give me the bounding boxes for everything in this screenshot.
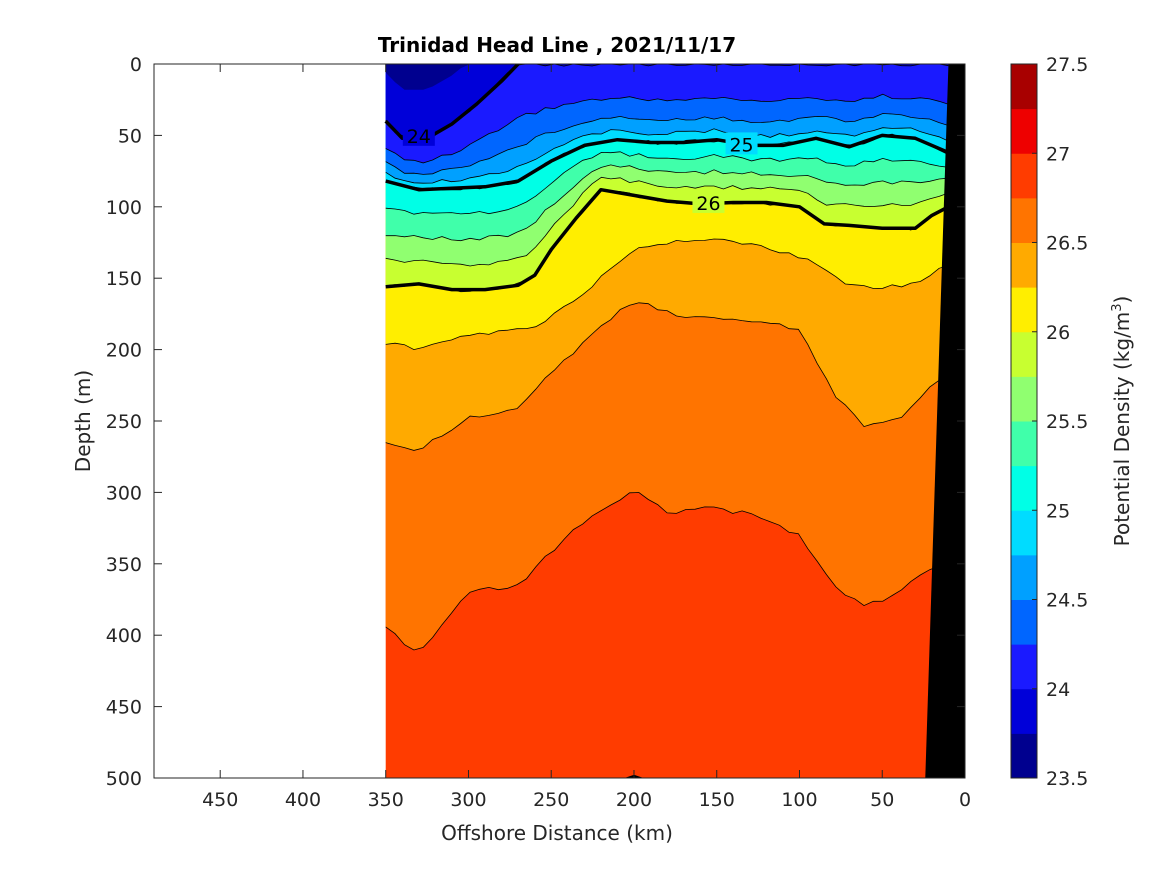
- colorbar-tick-label: 26.5: [1046, 233, 1088, 255]
- colorbar-swatch: [1011, 242, 1037, 288]
- bold-contour-1: [385, 133, 950, 192]
- contour-field: 24 25 26: [384, 64, 965, 778]
- contour-label: 25: [729, 134, 753, 156]
- contour-line: [385, 151, 949, 215]
- y-tick-label: 300: [106, 482, 142, 504]
- colorbar-tick-label: 25.5: [1046, 411, 1088, 433]
- x-tick-label: 250: [533, 789, 569, 811]
- y-tick-label: 500: [106, 768, 142, 790]
- colorbar: 23.5 24 24.5 25 25.5 26 26.5 27 27.5: [1010, 54, 1088, 790]
- contour-line: [385, 113, 949, 175]
- x-tick-label: 400: [285, 789, 321, 811]
- bold-contour-2: [385, 187, 950, 292]
- colorbar-swatch: [1011, 510, 1037, 556]
- colorbar-swatch: [1011, 153, 1037, 199]
- x-axis-label: Offshore Distance (km): [441, 821, 673, 845]
- contour-line: [385, 176, 949, 267]
- x-tick-label: 50: [870, 789, 894, 811]
- contour-label: 26: [696, 193, 720, 215]
- contour-line: [385, 302, 949, 451]
- contour-label-bg: [402, 123, 435, 146]
- colorbar-tick-label: 23.5: [1046, 768, 1088, 790]
- y-tick-label: 350: [106, 554, 142, 576]
- colorbar-label-superscript: 3: [1110, 303, 1125, 311]
- colorbar-swatch: [1011, 421, 1037, 467]
- y-tick-label: 400: [106, 625, 142, 647]
- contour-line: [385, 492, 949, 651]
- x-tick-label: 100: [781, 789, 817, 811]
- y-axis: 0 50 100 150 200 250 300 350 400 450 500: [106, 54, 965, 790]
- colorbar-swatch: [1011, 599, 1037, 645]
- x-tick-label: 0: [959, 789, 971, 811]
- colorbar-swatch: [1011, 287, 1037, 333]
- contour-label-bg: [692, 190, 725, 213]
- colorbar-swatch: [1011, 197, 1037, 243]
- x-tick-label: 200: [616, 789, 652, 811]
- contour-label: 24: [407, 126, 431, 148]
- colorbar-swatch: [1011, 554, 1037, 600]
- contour-line: [385, 127, 949, 184]
- colorbar-label-text: Potential Density (kg/m: [1110, 312, 1134, 547]
- colorbar-tick-label: 27.5: [1046, 54, 1088, 76]
- contour-label-bg: [725, 132, 758, 155]
- colorbar-swatch: [1011, 376, 1037, 422]
- x-axis: 0 50 100 150 200 250 300 350 400 450: [202, 64, 971, 811]
- x-tick-label: 150: [699, 789, 735, 811]
- y-tick-label: 100: [106, 197, 142, 219]
- x-tick-label: 350: [368, 789, 404, 811]
- y-tick-label: 0: [130, 54, 142, 76]
- colorbar-swatch: [1011, 108, 1037, 154]
- y-tick-label: 200: [106, 340, 142, 362]
- x-tick-label: 300: [450, 789, 486, 811]
- density-band: [385, 64, 949, 90]
- contour-line: [385, 238, 949, 351]
- colorbar-tick-label: 27: [1046, 143, 1070, 165]
- colorbar-swatch: [1011, 465, 1037, 511]
- colorbar-swatch: [1011, 331, 1037, 377]
- bathymetry: [925, 64, 965, 778]
- plot-area: 24 25 26: [153, 63, 966, 779]
- y-tick-label: 150: [106, 268, 142, 290]
- bold-contour-0: [384, 64, 520, 141]
- contour-line: [385, 93, 949, 164]
- colorbar-swatch: [1011, 688, 1037, 734]
- colorbar-label: Potential Density (kg/m3): [1110, 296, 1134, 547]
- y-tick-label: 450: [106, 697, 142, 719]
- colorbar-tick-label: 24: [1046, 679, 1070, 701]
- y-axis-label: Depth (m): [71, 370, 95, 472]
- colorbar-tick-label: 25: [1046, 500, 1070, 522]
- chart-title: Trinidad Head Line , 2021/11/17: [378, 33, 736, 57]
- colorbar-swatch: [1011, 733, 1037, 779]
- colorbar-label-close: ): [1110, 296, 1134, 304]
- colorbar-tick-label: 26: [1046, 322, 1070, 344]
- colorbar-tick-label: 24.5: [1046, 590, 1088, 612]
- colorbar-swatch: [1011, 64, 1037, 110]
- density-band: [385, 64, 949, 163]
- y-tick-label: 250: [106, 411, 142, 433]
- x-tick-label: 450: [202, 789, 238, 811]
- colorbar-swatch: [1011, 644, 1037, 690]
- contour-line: [385, 164, 949, 242]
- y-tick-label: 50: [118, 125, 142, 147]
